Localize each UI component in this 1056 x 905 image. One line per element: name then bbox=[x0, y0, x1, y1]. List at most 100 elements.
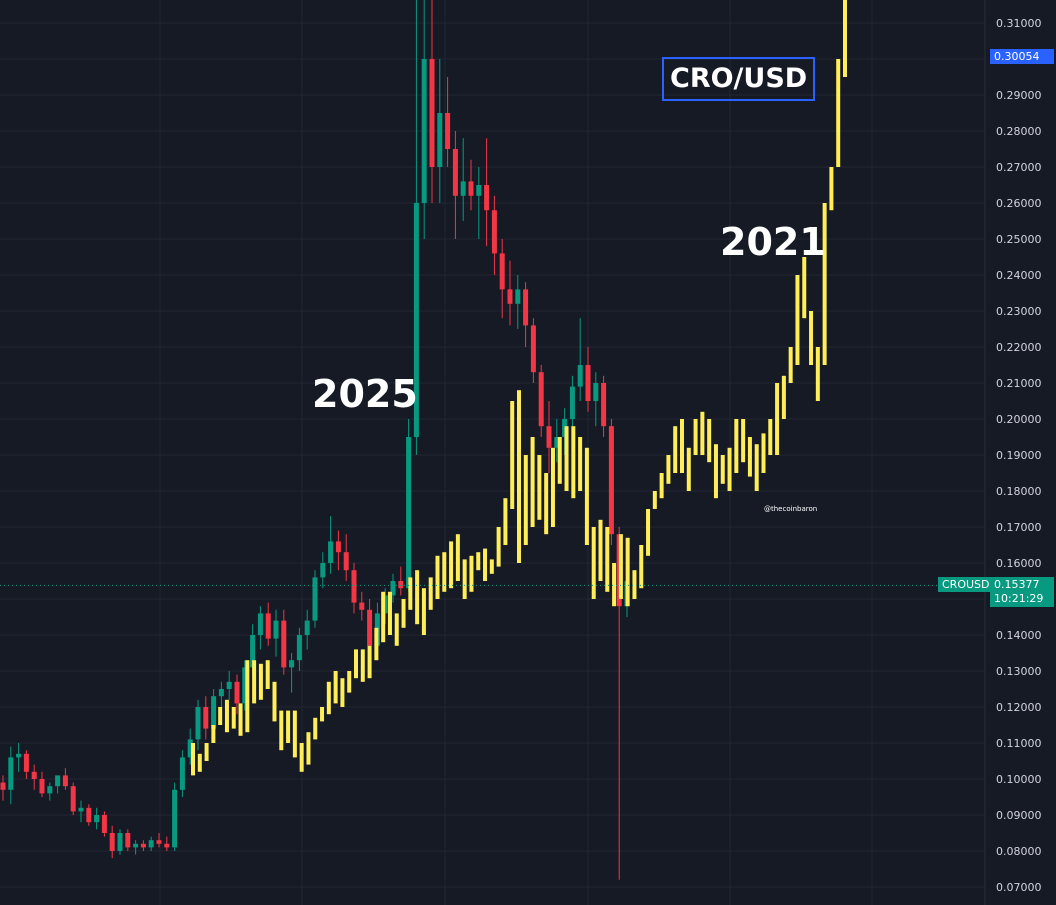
candle-body bbox=[367, 609, 373, 646]
bars-2021 bbox=[191, 0, 847, 776]
y-tick-label: 0.07000 bbox=[996, 881, 1042, 894]
candle-2025 bbox=[47, 782, 53, 801]
bar-2021 bbox=[455, 534, 460, 581]
bar-2021 bbox=[809, 311, 814, 365]
bar-2021-body bbox=[387, 591, 392, 635]
candle-2025 bbox=[359, 591, 365, 621]
candle-body bbox=[445, 113, 451, 149]
bar-2021 bbox=[584, 447, 589, 545]
bar-2021-body bbox=[517, 390, 521, 563]
bar-2021 bbox=[802, 257, 807, 319]
bar-2021 bbox=[231, 707, 236, 729]
candle-2025 bbox=[437, 59, 443, 203]
candle-2025 bbox=[569, 375, 575, 430]
bar-2021 bbox=[224, 699, 229, 733]
bar-2021 bbox=[666, 455, 671, 484]
bar-2021 bbox=[795, 275, 800, 365]
bar-2021-body bbox=[523, 455, 528, 545]
y-tick-label: 0.13000 bbox=[996, 665, 1042, 678]
candle-body bbox=[499, 253, 505, 290]
bar-2021 bbox=[238, 703, 243, 736]
candle-2025 bbox=[398, 566, 404, 596]
bar-2021-body bbox=[279, 710, 284, 751]
bar-2021 bbox=[449, 541, 454, 589]
bar-2021 bbox=[591, 527, 596, 599]
bar-2021-body bbox=[781, 375, 786, 419]
bar-2021-body bbox=[612, 563, 617, 607]
candle-body bbox=[484, 185, 490, 211]
candle-2025 bbox=[125, 829, 131, 851]
bar-2021-body bbox=[408, 577, 413, 610]
candle-body bbox=[203, 707, 209, 729]
y-tick-label: 0.12000 bbox=[996, 701, 1042, 714]
bar-2021 bbox=[761, 433, 766, 473]
bar-2021 bbox=[503, 498, 508, 545]
bar-2021 bbox=[428, 577, 433, 610]
candle-2025 bbox=[172, 782, 178, 851]
candle-2025 bbox=[8, 746, 14, 805]
bar-2021 bbox=[387, 591, 392, 635]
bar-2021-body bbox=[401, 599, 406, 628]
bar-2021-body bbox=[686, 447, 691, 491]
candle-2025 bbox=[265, 602, 271, 646]
bar-2021-body bbox=[489, 559, 494, 574]
bar-2021 bbox=[523, 455, 528, 545]
label-2025: 2025 bbox=[312, 372, 418, 416]
bar-2021-body bbox=[313, 717, 318, 740]
bar-2021 bbox=[320, 707, 325, 722]
bar-2021-body bbox=[564, 426, 569, 491]
bar-2021-body bbox=[354, 649, 358, 679]
candle-2025 bbox=[234, 674, 240, 715]
bar-2021-body bbox=[530, 437, 535, 527]
bar-2021-body bbox=[809, 311, 814, 365]
candle-body bbox=[421, 59, 427, 203]
bar-2021 bbox=[734, 419, 739, 473]
y-tick-label: 0.18000 bbox=[996, 485, 1042, 498]
candle-body bbox=[281, 620, 287, 668]
bar-2021 bbox=[394, 613, 399, 646]
bar-2021-body bbox=[455, 534, 460, 581]
bar-2021 bbox=[258, 663, 263, 700]
candle-2025 bbox=[86, 804, 92, 826]
bar-2021 bbox=[306, 732, 311, 765]
candle-2025 bbox=[328, 516, 334, 574]
bar-2021 bbox=[618, 534, 623, 599]
bar-2021 bbox=[333, 671, 338, 704]
bar-2021 bbox=[252, 660, 257, 704]
bar-2021 bbox=[326, 681, 331, 715]
y-tick-label: 0.25000 bbox=[996, 233, 1042, 246]
bar-2021-body bbox=[707, 419, 712, 463]
bar-2021 bbox=[421, 588, 426, 635]
candle-2025 bbox=[538, 365, 544, 437]
candle-body bbox=[413, 203, 419, 437]
candle-body bbox=[289, 660, 295, 668]
bar-2021-body bbox=[367, 645, 372, 679]
y-tick-label: 0.21000 bbox=[996, 377, 1042, 390]
candle-2025 bbox=[429, 0, 435, 203]
candle-2025 bbox=[320, 552, 326, 589]
candle-2025 bbox=[156, 833, 162, 848]
bar-2021 bbox=[401, 599, 406, 628]
bar-2021-body bbox=[537, 455, 542, 520]
candle-2025 bbox=[273, 609, 279, 657]
price-axis: 0.310000.300000.290000.280000.270000.260… bbox=[984, 0, 1042, 905]
bar-2021 bbox=[286, 710, 291, 743]
bar-2021 bbox=[462, 559, 467, 599]
bar-2021 bbox=[381, 591, 386, 643]
candle-2025 bbox=[530, 318, 536, 383]
bar-2021-body bbox=[204, 743, 209, 761]
bar-2021-body bbox=[795, 275, 800, 365]
bar-2021-body bbox=[496, 527, 501, 567]
candle-2025 bbox=[452, 131, 458, 239]
candle-body bbox=[39, 779, 45, 794]
bar-2021 bbox=[537, 455, 542, 520]
candle-body bbox=[312, 577, 318, 621]
bar-2021-body bbox=[618, 534, 623, 599]
current-price-value: 0.15377 bbox=[994, 578, 1040, 592]
candle-2025 bbox=[218, 681, 224, 711]
candle-2025 bbox=[133, 840, 139, 855]
bar-2021 bbox=[686, 447, 691, 491]
candle-2025 bbox=[39, 771, 45, 797]
bar-2021-body bbox=[381, 591, 386, 643]
